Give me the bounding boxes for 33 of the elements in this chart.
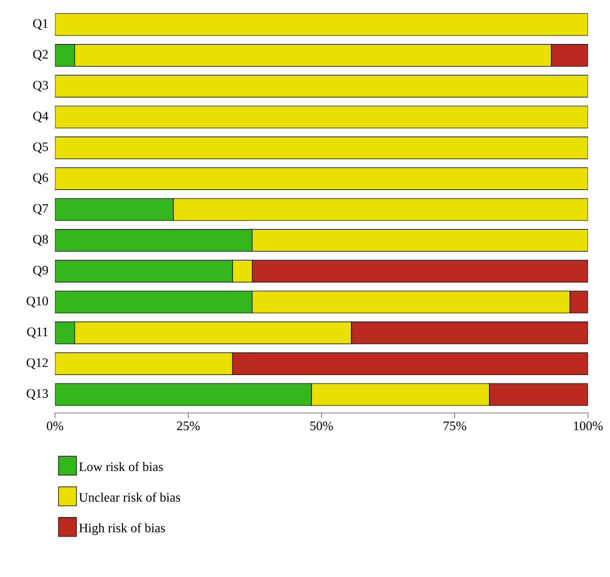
y-tick-label: Q10 xyxy=(26,296,48,308)
y-tick-label: Q4 xyxy=(33,112,48,122)
bar xyxy=(55,44,76,67)
y-tick-label: Q9 xyxy=(33,266,48,276)
bar xyxy=(55,229,253,252)
x-tick-label: 25% xyxy=(176,422,200,430)
bar xyxy=(55,167,588,190)
legend-label: Low risk of bias xyxy=(79,462,163,472)
y-tick-label: Q5 xyxy=(33,142,48,154)
bar xyxy=(55,106,588,128)
y-tick-label: Q11 xyxy=(27,327,48,338)
y-tick-label: Q12 xyxy=(26,358,48,369)
bar xyxy=(55,260,233,282)
y-tick-label: Q2 xyxy=(33,50,48,61)
bar xyxy=(55,136,588,160)
legend-label: High risk of bias xyxy=(79,523,166,536)
legend-label: Unclear risk of bias xyxy=(79,492,180,502)
bar xyxy=(55,74,588,98)
bar xyxy=(55,13,588,36)
x-tick-label: 100% xyxy=(574,422,603,430)
bar xyxy=(55,198,174,221)
bar xyxy=(55,290,253,314)
y-tick-label: Q6 xyxy=(33,173,48,184)
y-tick-label: Q8 xyxy=(33,234,48,246)
x-tick-label: 0% xyxy=(46,422,64,430)
bar xyxy=(55,383,312,406)
x-tick-label: 50% xyxy=(310,422,333,430)
y-tick-label: Q7 xyxy=(33,204,48,215)
bar xyxy=(55,322,76,344)
y-tick-label: Q13 xyxy=(26,389,48,400)
y-tick-label: Q1 xyxy=(33,19,48,30)
y-tick-label: Q3 xyxy=(33,80,48,92)
x-tick-label: 75% xyxy=(444,422,466,430)
